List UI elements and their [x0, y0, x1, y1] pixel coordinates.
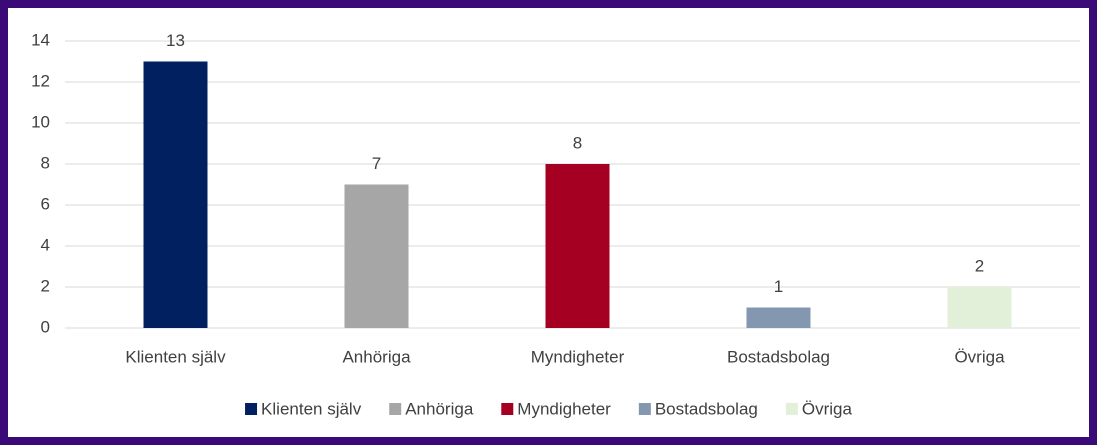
y-tick-label: 4 [41, 235, 50, 254]
y-tick-label: 14 [31, 30, 50, 49]
y-tick-label: 8 [41, 153, 50, 172]
y-tick-label: 10 [31, 112, 50, 131]
data-label: 8 [573, 133, 582, 152]
legend-label: Myndigheter [517, 399, 611, 418]
y-tick-label: 2 [41, 276, 50, 295]
legend-label: Bostadsbolag [655, 399, 758, 418]
data-label: 13 [166, 31, 185, 50]
x-tick-label: Övriga [954, 347, 1005, 366]
legend-swatch [389, 403, 402, 415]
legend-label: Övriga [802, 399, 853, 418]
legend-label: Klienten själv [261, 399, 362, 418]
legend-swatch [501, 403, 514, 415]
bar [344, 184, 409, 328]
x-tick-label: Myndigheter [531, 347, 625, 366]
bar [947, 287, 1012, 328]
y-tick-label: 0 [41, 317, 50, 336]
legend-label: Anhöriga [405, 399, 474, 418]
y-tick-label: 6 [41, 194, 50, 213]
bar [746, 307, 811, 328]
y-tick-label: 12 [31, 71, 50, 90]
legend-swatch [785, 403, 798, 415]
legend-swatch [638, 403, 651, 415]
legend-swatch [245, 403, 258, 415]
x-tick-label: Anhöriga [342, 347, 411, 366]
x-tick-label: Klienten själv [125, 347, 226, 366]
data-label: 7 [372, 154, 381, 173]
bar [545, 164, 610, 328]
data-label: 1 [774, 277, 783, 296]
data-label: 2 [975, 256, 984, 275]
x-tick-label: Bostadsbolag [727, 347, 830, 366]
bar [143, 61, 208, 328]
